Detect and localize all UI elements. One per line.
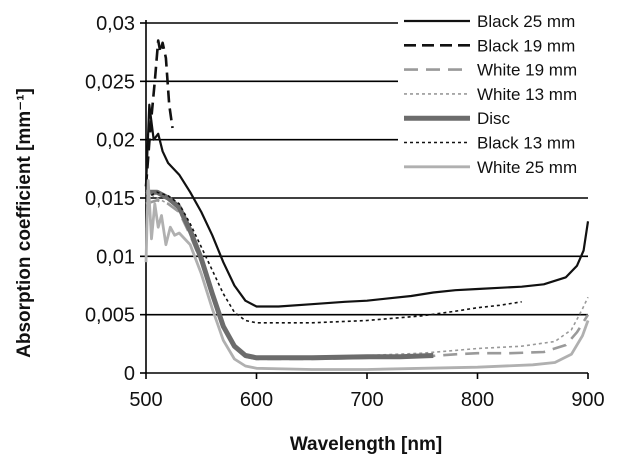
x-tick-label: 900 <box>571 389 604 411</box>
series-line-white-13-mm <box>145 191 589 359</box>
gridlines <box>146 22 588 316</box>
y-tick-label: 0,01 <box>96 246 135 268</box>
legend-label: Disc <box>477 109 511 128</box>
legend-label: Black 13 mm <box>477 134 575 153</box>
series-line-white-25-mm <box>144 179 590 371</box>
x-axis-title: Wavelength [nm] <box>290 434 442 455</box>
x-tick-label: 800 <box>461 389 494 411</box>
series-line-disc <box>146 189 434 361</box>
y-tick-label: 0,03 <box>96 13 135 35</box>
legend: Black 25 mm Black 19 mm White 19 mm White 1… <box>398 4 630 185</box>
y-tick-label: 0 <box>124 363 135 385</box>
y-tick-label: 0,02 <box>96 130 135 152</box>
y-tick-label: 0,025 <box>85 71 135 93</box>
axes <box>140 20 589 379</box>
legend-label: Black 25 mm <box>477 12 575 31</box>
legend-label: Black 19 mm <box>477 36 575 55</box>
y-tick-label: 0,015 <box>85 188 135 210</box>
x-tick-label: 600 <box>240 389 273 411</box>
x-tick-label: 500 <box>129 389 162 411</box>
x-tick-label: 700 <box>350 389 383 411</box>
legend-label: White 25 mm <box>477 158 577 177</box>
tick-labels: 500 600 700 800 900 0 0,005 0,01 0,015 0,02 0,025 0… <box>85 13 605 411</box>
series-lines <box>144 39 590 371</box>
series-line-white-19-mm <box>145 199 590 361</box>
series-line-black-19-mm <box>144 39 174 187</box>
series-line-black-25-mm <box>144 103 590 308</box>
y-axis-title: Absorption coefficient [mm⁻¹] <box>14 88 35 358</box>
legend-label: White 19 mm <box>477 61 577 80</box>
legend-label: White 13 mm <box>477 85 577 104</box>
y-tick-label: 0,005 <box>85 305 135 327</box>
